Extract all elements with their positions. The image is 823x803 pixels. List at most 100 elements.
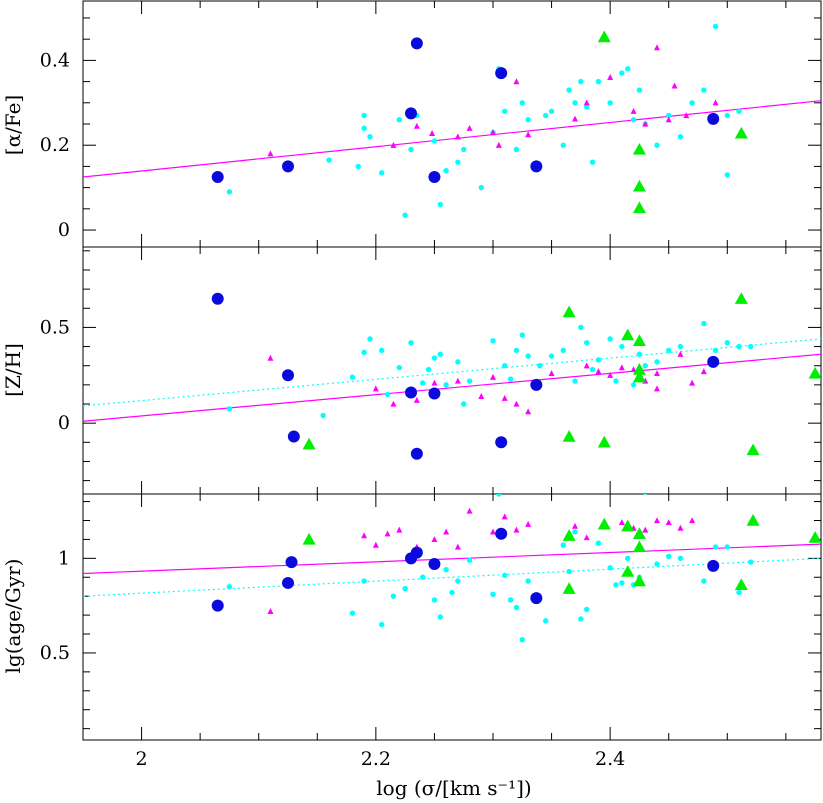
cyan-dot-point [607, 565, 613, 571]
cyan-dot-point [607, 336, 613, 342]
cyan-dot-point [513, 146, 520, 153]
cyan-dot-point [636, 351, 643, 357]
blue-circle-point [428, 387, 441, 400]
cyan-dot-point [420, 574, 426, 580]
cyan-dot-point [572, 100, 578, 106]
blue-circle-point [211, 292, 224, 305]
magenta-triangle-point [267, 354, 274, 361]
panel-age: lg(age/Gyr) 0.5 1 [1, 493, 822, 741]
cyan-dot-point [712, 544, 719, 550]
magenta-triangle-point [495, 141, 502, 148]
cyan-dot-point [455, 159, 461, 165]
magenta-triangle-point [501, 394, 508, 401]
magenta-triangle-point [689, 517, 696, 524]
ylabel-alpha-fe: [α/Fe] [1, 95, 25, 155]
panel-z-h: [Z/H] 0 0.5 [1, 246, 822, 495]
cyan-dot-point [548, 353, 555, 359]
magenta-triangle-point [361, 532, 368, 539]
cyan-dot-point [402, 212, 408, 218]
magenta-triangle-point [466, 124, 473, 131]
magenta-triangle-point [525, 520, 532, 527]
magenta-triangle-point [454, 133, 461, 140]
cyan-dot-point [490, 338, 496, 344]
blue-circle-point [495, 436, 508, 449]
green-triangle-point [734, 578, 748, 591]
cyan-dot-point [642, 363, 648, 369]
magenta-triangle-point [630, 107, 637, 114]
blue-circle-point [428, 558, 441, 571]
blue-circle-point [530, 160, 543, 173]
cyan-dot-point [619, 343, 625, 350]
cyan-dot-point [643, 494, 648, 495]
cyan-dot-point [379, 170, 385, 176]
cyan-dot-point [437, 201, 443, 208]
magenta-triangle-point [642, 526, 649, 533]
green-triangle-point [562, 305, 576, 318]
cyan-dot-point [677, 134, 684, 140]
cyan-dot-point [525, 117, 531, 123]
ylabel-age: lg(age/Gyr) [1, 559, 25, 674]
green-triangle-point [746, 513, 760, 526]
cyan-dot-point [654, 561, 660, 567]
cyan-dot-point [367, 336, 373, 342]
magenta-triangle-point [431, 379, 438, 386]
cyan-dot-point [402, 585, 408, 592]
cyan-dot-point [560, 542, 566, 548]
blue-circle-point [530, 592, 543, 605]
cyan-dot-point [502, 363, 508, 369]
cyan-dot-point [513, 347, 520, 354]
cyan-dot-point [226, 584, 233, 590]
magenta-triangle-point [665, 116, 672, 123]
cyan-dot-point [677, 343, 684, 350]
magenta-triangle-point [607, 371, 614, 378]
cyan-dot-point [584, 606, 590, 613]
cyan-dot-point [396, 117, 402, 123]
green-triangle-point [632, 540, 646, 553]
magenta-triangle-point [490, 373, 496, 380]
cyan-dot-point [519, 100, 525, 106]
magenta-triangle-point [665, 519, 672, 526]
blue-circle-point [211, 599, 224, 612]
green-triangle-point [808, 366, 821, 379]
magenta-triangle-point [372, 541, 379, 548]
cyan-dot-point [437, 351, 443, 357]
magenta-triangle-point [267, 608, 274, 614]
blue-circle-point [410, 546, 423, 559]
green-triangle-point [734, 126, 748, 139]
y-tick-label: 1 [58, 547, 70, 569]
cyan-dot-point [666, 553, 672, 560]
cyan-dot-point [578, 616, 584, 622]
cyan-dot-point [712, 23, 719, 30]
cyan-dot-point [543, 618, 549, 624]
green-triangle-point [562, 529, 576, 541]
cyan-dot-point [408, 340, 414, 346]
magenta-triangle-point [372, 385, 379, 392]
green-triangle-point [632, 527, 646, 539]
cyan-dot-point [654, 142, 660, 148]
magenta-triangle-point [513, 400, 520, 407]
cyan-dot-point [525, 353, 531, 359]
magenta-triangle-point [683, 112, 690, 119]
y-tick-label: 0.2 [40, 134, 70, 156]
cyan-dot-point [666, 347, 672, 354]
cyan-dot-point [390, 593, 397, 599]
panel-frame [82, 493, 822, 741]
cyan-dot-point [519, 637, 525, 643]
magenta-triangle-point [607, 74, 614, 80]
magenta-triangle-point [501, 513, 508, 520]
cyan-dot-point [625, 66, 631, 72]
cyan-dot-point [425, 366, 432, 373]
cyan-dot-point [431, 597, 438, 603]
panel-frame [82, 246, 822, 495]
panel-data [83, 292, 821, 460]
green-triangle-point [632, 363, 646, 375]
cyan-dot-point [519, 332, 525, 338]
cyan-dot-point [461, 401, 467, 407]
cyan-dot-point [724, 112, 730, 119]
blue-circle-point [211, 171, 224, 184]
magenta-triangle-point [384, 530, 391, 537]
magenta-triangle-point [490, 129, 496, 136]
blue-circle-point [530, 378, 543, 391]
green-triangle-point [302, 532, 316, 545]
cyan-dot-point [548, 108, 555, 114]
